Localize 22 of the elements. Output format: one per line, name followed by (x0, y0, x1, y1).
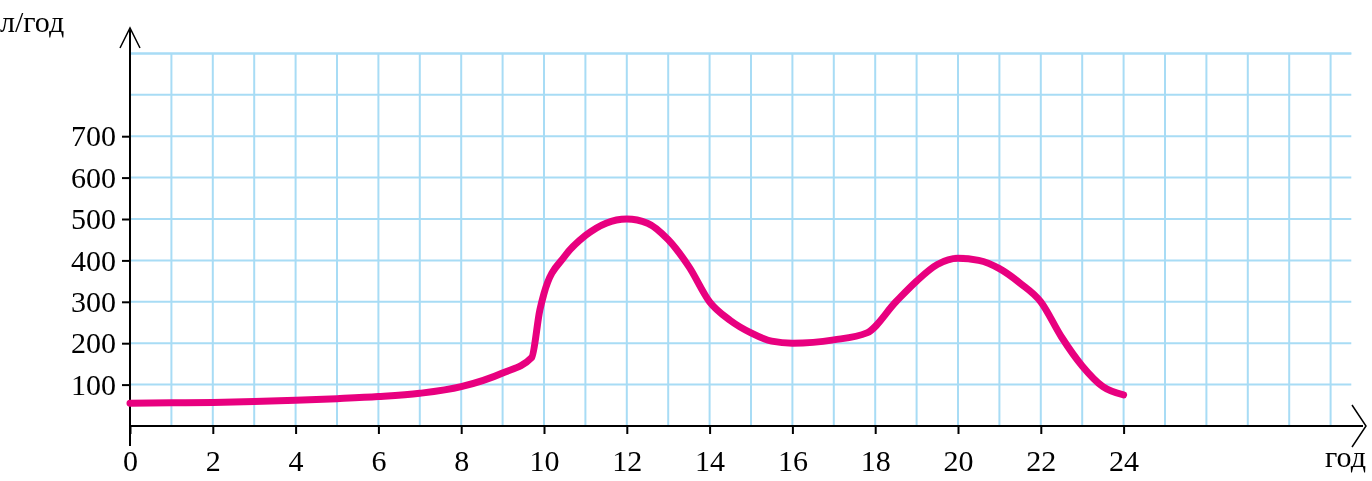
x-tick-label: 8 (454, 444, 470, 478)
y-tick-label: 600 (71, 160, 116, 194)
y-tick-label: 500 (71, 202, 116, 236)
y-tick-label: 400 (71, 243, 116, 277)
x-tick-label: 24 (1109, 444, 1140, 478)
y-tick-label: 100 (71, 367, 116, 401)
x-tick-label: 10 (529, 444, 560, 478)
x-tick-label: 16 (777, 444, 808, 478)
x-tick-label: 22 (1026, 444, 1057, 478)
x-axis-title: год (1325, 440, 1366, 473)
x-tick-label: 0 (123, 444, 138, 478)
x-tick-label: 18 (860, 444, 891, 478)
x-tick-label: 14 (695, 444, 726, 478)
y-tick-label: 200 (71, 326, 116, 360)
y-tick-label: 300 (71, 284, 116, 318)
x-tick-label: 4 (288, 444, 304, 478)
y-axis-title: л/год (0, 5, 65, 38)
y-tick-label: 700 (71, 119, 116, 153)
x-tick-label: 20 (943, 444, 974, 478)
x-tick-label: 12 (612, 444, 643, 478)
x-tick-label: 2 (205, 444, 221, 478)
x-tick-label: 6 (371, 444, 387, 478)
